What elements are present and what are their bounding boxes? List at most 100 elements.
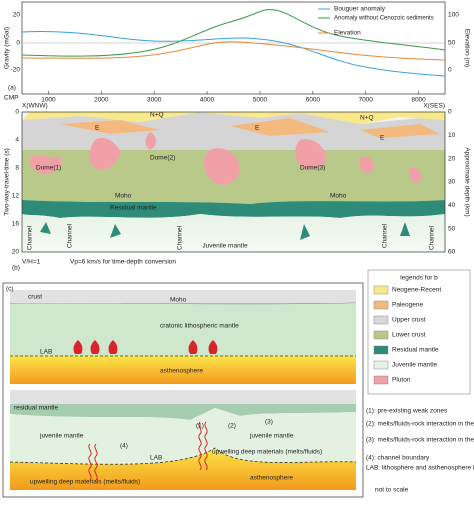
label: X(WNW) bbox=[22, 103, 48, 110]
y2-tick-label: 50 bbox=[448, 40, 456, 47]
moho-label: Moho bbox=[115, 193, 132, 200]
x-tick-label: 4000 bbox=[200, 97, 215, 104]
note: LAB: lithosphere and asthenosphere bound… bbox=[366, 465, 474, 472]
x-tick-label: 5000 bbox=[253, 97, 268, 104]
marker-label: (2) bbox=[228, 423, 236, 430]
legend-label: Pluton bbox=[392, 377, 411, 384]
axis-label: Elevation (m) bbox=[463, 29, 470, 67]
x-tick-label: 3000 bbox=[147, 97, 162, 104]
label: Moho bbox=[170, 297, 187, 304]
bouguer-line bbox=[21, 30, 446, 77]
y2-tick-label: 40 bbox=[448, 202, 456, 209]
legend-label: Lower crust bbox=[392, 332, 426, 339]
y-tick-label: 16 bbox=[12, 221, 20, 228]
y2-tick-label: 0 bbox=[448, 67, 452, 74]
x-tick-label: 7000 bbox=[358, 97, 373, 104]
y2-tick-label: 100 bbox=[448, 12, 459, 19]
label: Residual mantle bbox=[110, 205, 157, 212]
asthenosphere bbox=[10, 356, 356, 384]
crust bbox=[10, 390, 356, 404]
y-tick-label: 8 bbox=[15, 165, 19, 172]
y-tick-label: 12 bbox=[12, 193, 20, 200]
y-tick-label: 20 bbox=[12, 249, 20, 256]
channel-label: Channel bbox=[177, 225, 184, 250]
y2-tick-label: 0 bbox=[448, 109, 452, 116]
legend-swatch bbox=[373, 285, 389, 295]
label: (b) bbox=[12, 265, 20, 272]
y-tick-label: -20 bbox=[11, 67, 21, 74]
marker-label: (1) bbox=[196, 423, 204, 430]
channel-label: Channel bbox=[429, 225, 436, 250]
juvenile-mantle bbox=[22, 214, 445, 252]
label: cratonic lithospheric mantle bbox=[160, 323, 239, 330]
unit-label: E bbox=[380, 135, 385, 142]
y2-tick-label: 10 bbox=[448, 132, 456, 139]
legend-label: Elevation bbox=[334, 30, 361, 37]
legend-title: legends for b bbox=[400, 275, 438, 282]
panel-a-frame bbox=[21, 1, 446, 95]
label: asthenosphere bbox=[160, 368, 203, 375]
axis-label: Approximate depth (km) bbox=[463, 147, 470, 216]
unit-label: E bbox=[95, 125, 100, 132]
legend-label: Anomaly without Cenozoic sediments bbox=[334, 16, 434, 22]
label: residual mantle bbox=[14, 405, 58, 412]
y2-tick-label: 20 bbox=[448, 155, 456, 162]
mantle-blob bbox=[40, 222, 410, 240]
label: asthenosphere bbox=[250, 475, 293, 482]
legend-label: Juvenile mantle bbox=[392, 362, 438, 369]
dome-label: Dome(2) bbox=[150, 155, 175, 162]
legend-label: Paleogene bbox=[392, 302, 423, 309]
marker-label: (3) bbox=[265, 419, 273, 426]
seismic-section bbox=[21, 111, 446, 253]
upwelling bbox=[88, 421, 208, 481]
axis-label: Gravity (mGal) bbox=[4, 27, 11, 69]
juvenile-label: juvenile mantle bbox=[249, 433, 294, 440]
juvenile-label: juvenile mantle bbox=[39, 433, 84, 440]
label: X(SES) bbox=[423, 103, 445, 110]
legend-label: Bouguer anomaly bbox=[334, 6, 386, 13]
channel-label: Channel bbox=[67, 223, 74, 248]
legend-label: Residual mantle bbox=[392, 347, 439, 354]
unit-label: N+Q bbox=[150, 112, 164, 119]
note: (4): channel boundary bbox=[366, 455, 430, 462]
legend-swatch bbox=[373, 300, 389, 310]
legend-swatch bbox=[373, 360, 389, 370]
label: LAB bbox=[40, 349, 52, 356]
upwelling-label: upwelling deep materials (melts/fluids) bbox=[30, 479, 140, 486]
legend-label: Upper crust bbox=[392, 317, 426, 324]
label: not to scale bbox=[375, 487, 409, 494]
upper-crust bbox=[22, 112, 445, 150]
legend-swatch bbox=[373, 330, 389, 340]
y2-tick-label: 50 bbox=[448, 225, 456, 232]
note: (3): melts/fluids-rock interaction in th… bbox=[366, 437, 474, 444]
axis-label: Two-way-travel-time (s) bbox=[4, 148, 11, 216]
channel-label: Channel bbox=[382, 223, 389, 248]
label: LAB bbox=[150, 455, 162, 462]
legend-swatch bbox=[373, 315, 389, 325]
y-tick-label: 4 bbox=[15, 137, 19, 144]
marker-label: (4) bbox=[120, 443, 128, 450]
channel-label: Channel bbox=[27, 225, 34, 250]
note: (1): pre-existing weak zones bbox=[366, 408, 448, 415]
lab-line bbox=[9, 447, 357, 465]
label: (a) bbox=[8, 85, 16, 92]
label: Juvenile mantle bbox=[202, 243, 248, 250]
residual-mantle-c bbox=[10, 404, 356, 420]
unit-label: E bbox=[255, 125, 260, 132]
x-tick-label: 2000 bbox=[94, 97, 109, 104]
legend-swatch bbox=[373, 375, 389, 385]
axis-label: CMP bbox=[4, 95, 18, 102]
section-frame bbox=[21, 111, 446, 253]
label: V/H=1 bbox=[22, 259, 41, 266]
legend-swatch bbox=[373, 345, 389, 355]
dome-label: Dome(3) bbox=[300, 165, 325, 172]
note: (2): melts/fluids-rock interaction in th… bbox=[366, 421, 474, 428]
x-tick-label: 1000 bbox=[41, 97, 56, 104]
y2-tick-label: 60 bbox=[448, 249, 456, 256]
y2-tick-label: 30 bbox=[448, 179, 456, 186]
y-tick-label: 20 bbox=[13, 12, 21, 19]
label: crust bbox=[28, 294, 42, 301]
moho-label: Moho bbox=[330, 193, 347, 200]
paleogene bbox=[60, 118, 440, 138]
x-tick-label: 8000 bbox=[411, 97, 426, 104]
